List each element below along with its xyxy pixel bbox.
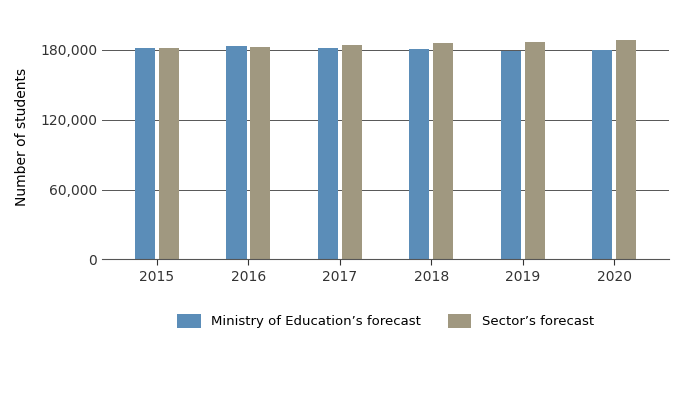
Bar <box>616 40 636 259</box>
Bar <box>135 48 155 259</box>
Bar <box>159 48 179 259</box>
Bar <box>409 49 430 259</box>
Bar <box>250 47 270 259</box>
Legend: Ministry of Education’s forecast, Sector’s forecast: Ministry of Education’s forecast, Sector… <box>170 308 601 335</box>
Bar <box>226 46 246 259</box>
Bar <box>592 51 612 259</box>
Bar <box>342 45 362 259</box>
Bar <box>318 48 338 259</box>
Bar <box>525 42 544 259</box>
Bar <box>501 51 521 259</box>
Bar <box>433 43 453 259</box>
Y-axis label: Number of students: Number of students <box>15 68 29 206</box>
